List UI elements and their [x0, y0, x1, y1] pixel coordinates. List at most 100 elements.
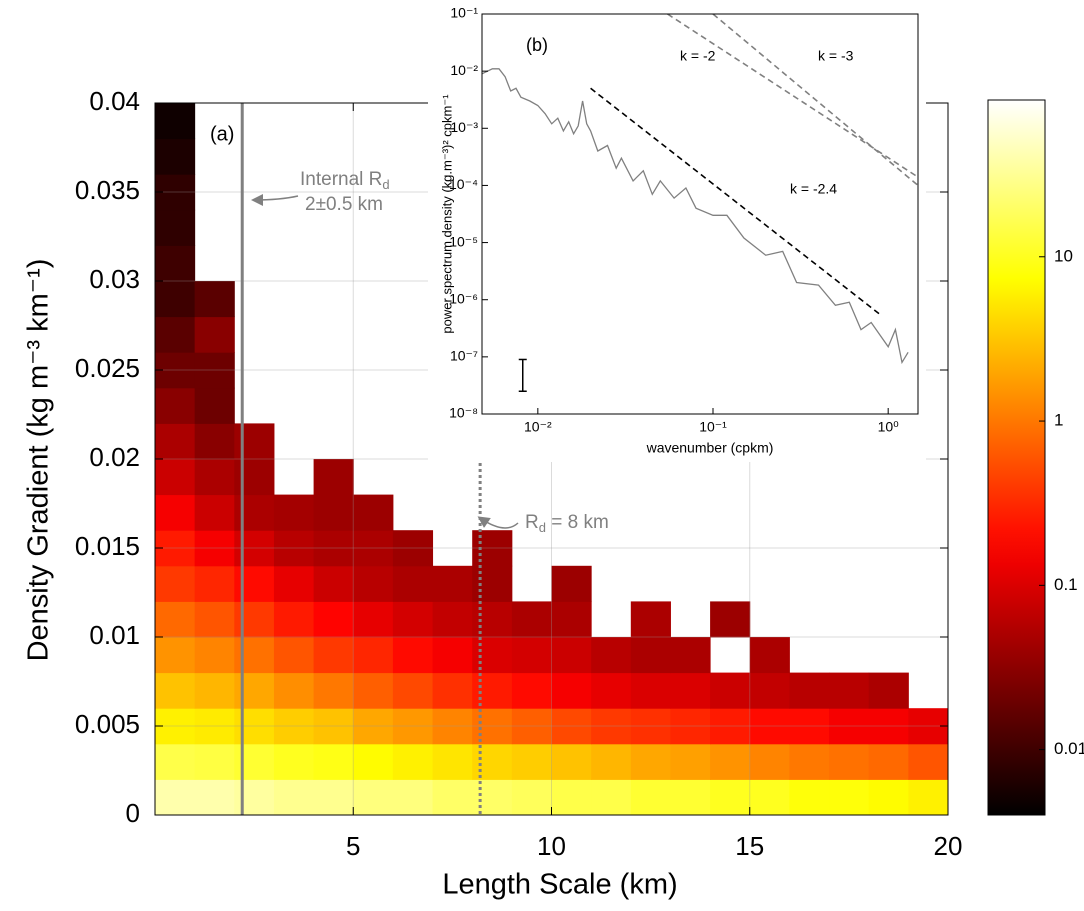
heat-cell [273, 743, 315, 780]
heat-cell [392, 601, 434, 638]
heat-cell [472, 779, 513, 816]
y-tick-label: 0 [126, 798, 140, 828]
heat-cell [670, 708, 711, 745]
annotation-sub: d [382, 177, 389, 192]
heat-cell [155, 316, 196, 353]
y-tick-label: 0.01 [89, 620, 140, 650]
heat-cell [432, 708, 473, 745]
heat-cell [670, 637, 711, 674]
heat-cell [392, 565, 434, 602]
heat-cell [234, 779, 275, 816]
annotation-sub: d [539, 520, 546, 535]
heat-cell [710, 743, 751, 780]
x-axis-label: Length Scale (km) [442, 869, 677, 901]
y-axis-label: power spectrum density (kg.m⁻³)² cpkm⁻¹ [439, 94, 454, 334]
heat-cell [353, 779, 394, 816]
heat-cell [273, 672, 315, 709]
colorbar-body [987, 99, 1046, 816]
heat-cell [194, 352, 235, 389]
heat-cell [273, 779, 315, 816]
heat-cell [868, 672, 909, 709]
heat-cell [591, 672, 632, 709]
heat-cell [234, 565, 275, 602]
y-tick-label: 0.02 [89, 442, 140, 472]
heat-cell [155, 103, 196, 140]
heat-cell [234, 494, 275, 531]
heat-cell [234, 459, 275, 496]
y-tick-label: 10⁻⁴ [449, 176, 478, 192]
heat-cell [273, 708, 315, 745]
inset-frame [481, 13, 919, 415]
y-tick-label: 0.04 [89, 86, 140, 116]
heat-cell [630, 743, 671, 780]
heat-cell [273, 637, 315, 674]
heat-cell [630, 601, 671, 638]
heat-cell [670, 779, 711, 816]
heat-cell [353, 494, 394, 531]
heat-cell [789, 672, 830, 709]
heat-cell [591, 743, 632, 780]
heat-cell [194, 494, 235, 531]
heat-cell [155, 601, 196, 638]
y-tick-label: 10⁻⁶ [449, 290, 478, 306]
heat-cell [432, 637, 473, 674]
heat-cell [591, 779, 632, 816]
heat-cell [155, 779, 196, 816]
heat-cell [155, 387, 196, 424]
heat-cell [155, 138, 196, 175]
heat-cell [234, 743, 275, 780]
y-tick-label: 10⁻³ [450, 119, 478, 135]
annotation-arrow [477, 516, 519, 529]
y-tick-label: 10⁻² [450, 62, 478, 78]
heat-cell [313, 459, 354, 496]
heat-cell [194, 779, 235, 816]
heat-cell [194, 672, 235, 709]
heat-cell [353, 672, 394, 709]
heat-cell [353, 637, 394, 674]
colorbar-tick-label: 10 [1054, 246, 1073, 265]
heat-cell [749, 743, 790, 780]
heat-cell [630, 672, 671, 709]
series-label: k = -2.4 [790, 181, 837, 197]
heat-cell [234, 423, 275, 460]
series-line [481, 68, 909, 365]
heat-cell [829, 743, 870, 780]
heat-cell [432, 565, 473, 602]
y-tick-label: 0.025 [75, 353, 140, 383]
series-line [712, 13, 919, 187]
heat-cell [432, 743, 473, 780]
y-tick-label: 10⁻⁷ [450, 348, 478, 364]
panel-label: (a) [210, 123, 234, 145]
heat-cell [353, 743, 394, 780]
annotation-text: = 8 km [546, 512, 609, 533]
heat-cell [868, 779, 909, 816]
heat-cell [551, 743, 592, 780]
heat-cell [511, 672, 552, 709]
heat-cell [392, 672, 434, 709]
heat-cell [194, 459, 235, 496]
series-line [590, 87, 881, 316]
heat-cell [353, 530, 394, 567]
heat-cell [551, 672, 592, 709]
x-axis-label: wavenumber (cpkm) [646, 440, 774, 456]
heat-cell [432, 779, 473, 816]
series-label: k = -3 [818, 48, 854, 64]
y-tick-label: 0.03 [89, 264, 140, 294]
annotation: 2±0.5 km [305, 194, 383, 215]
heat-cell [511, 601, 552, 638]
heat-cell [749, 708, 790, 745]
colorbar-tick-label: 1 [1054, 411, 1063, 430]
heat-cell [710, 779, 751, 816]
heat-cell [670, 672, 711, 709]
heat-cell [194, 281, 235, 318]
inset-plot: k = -2 k = -3 k = -2.4 10⁻² 10⁻¹ 10⁰ 10⁻⁸ 10⁻⁷ 1… [428, 0, 926, 462]
y-tick-label: 10⁻¹ [450, 5, 478, 21]
heat-cell [630, 708, 671, 745]
x-tick-label: 5 [346, 831, 360, 861]
y-tick-label: 10⁻⁸ [449, 405, 478, 421]
heat-cell [630, 637, 671, 674]
heat-cell [194, 565, 235, 602]
x-tick-label: 10⁻¹ [699, 419, 727, 435]
x-tick-label: 20 [934, 831, 963, 861]
heat-cell [392, 708, 434, 745]
